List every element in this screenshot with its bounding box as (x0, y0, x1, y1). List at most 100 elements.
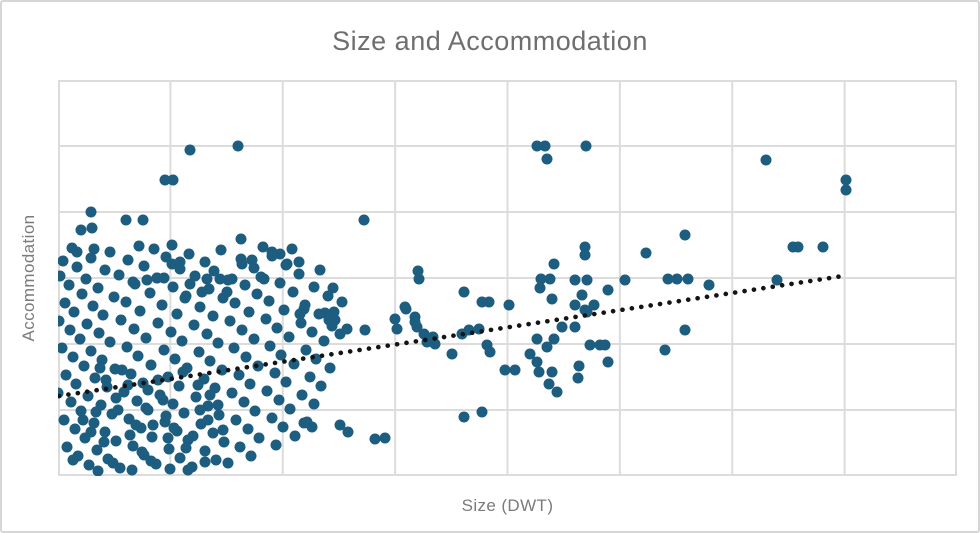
scatter-point (142, 384, 154, 396)
scatter-point (581, 274, 593, 286)
scatter-point (174, 263, 186, 275)
scatter-point (63, 279, 75, 291)
scatter-point (230, 414, 242, 426)
scatter-point (269, 367, 281, 379)
scatter-point (446, 348, 458, 360)
scatter-point (270, 439, 282, 451)
scatter-point (158, 344, 170, 356)
scatter-point (65, 396, 77, 408)
scatter-point (152, 374, 164, 386)
scatter-point (127, 440, 139, 452)
scatter-point (193, 346, 205, 358)
trend-line (58, 273, 846, 399)
scatter-point (104, 336, 116, 348)
scatter-point (60, 369, 72, 381)
scatter-point (194, 404, 206, 416)
scatter-point (104, 246, 116, 258)
scatter-point (140, 332, 152, 344)
scatter-point (533, 366, 545, 378)
scatter-point (204, 389, 216, 401)
scatter-point (151, 272, 163, 284)
scatter-point (336, 296, 348, 308)
scatter-point (77, 414, 89, 426)
scatter-point (199, 445, 211, 457)
scatter-point (760, 154, 772, 166)
scatter-point (358, 214, 370, 226)
scatter-point (300, 344, 312, 356)
scatter-point (138, 260, 150, 272)
scatter-point (80, 273, 92, 285)
scatter-point (236, 324, 248, 336)
scatter-point (531, 140, 543, 152)
scatter-point (619, 274, 631, 286)
scatter-point (120, 296, 132, 308)
scatter-point (70, 378, 82, 390)
scatter-point (61, 441, 73, 453)
scatter-point (217, 424, 229, 436)
scatter-point (85, 252, 97, 264)
scatter-point (100, 374, 112, 386)
scatter-point (483, 296, 495, 308)
scatter-point (240, 351, 252, 363)
scatter-point (232, 140, 244, 152)
scatter-point (556, 321, 568, 333)
scatter-point (359, 324, 371, 336)
scatter-point (233, 369, 245, 381)
scatter-point (327, 282, 339, 294)
scatter-point (222, 274, 234, 286)
scatter-point (413, 273, 425, 285)
scatter-point (146, 431, 158, 443)
scatter-point (411, 321, 423, 333)
scatter-point (110, 392, 122, 404)
scatter-point (148, 243, 160, 255)
scatter-point (94, 362, 106, 374)
scatter-point (248, 333, 260, 345)
scatter-point (212, 337, 224, 349)
scatter-point (144, 287, 156, 299)
scatter-point (531, 333, 543, 345)
scatter-point (90, 406, 102, 418)
scatter-point (97, 309, 109, 321)
scatter-point (208, 265, 220, 277)
scatter-point (293, 256, 305, 268)
scatter-point (92, 282, 104, 294)
scatter-point (92, 465, 104, 476)
scatter-point (133, 240, 145, 252)
scatter-point (308, 281, 320, 293)
scatter-point (289, 430, 301, 442)
scatter-point (584, 339, 596, 351)
scatter-point (145, 455, 157, 467)
scatter-point (174, 452, 186, 464)
scatter-point (218, 436, 230, 448)
scatter-point (228, 342, 240, 354)
scatter-point (159, 174, 171, 186)
scatter-point (113, 269, 125, 281)
scatter-point (91, 444, 103, 456)
scatter-point (541, 341, 553, 353)
scatter-point (85, 206, 97, 218)
scatter-point (324, 362, 336, 374)
scatter-point (255, 271, 267, 283)
scatter-point (69, 423, 81, 435)
scatter-point (199, 456, 211, 468)
scatter-point (81, 318, 93, 330)
scatter-point (226, 387, 238, 399)
scatter-point (771, 274, 783, 286)
scatter-point (234, 441, 246, 453)
scatter-point (59, 297, 71, 309)
scatter-point (543, 378, 555, 390)
scatter-point (573, 360, 585, 372)
scatter-point (659, 344, 671, 356)
chart-title: Size and Accommodation (332, 26, 648, 56)
scatter-point (184, 144, 196, 156)
scatter-point (322, 290, 334, 302)
scatter-point (189, 270, 201, 282)
scatter-point (134, 305, 146, 317)
scatter-point (499, 364, 511, 376)
scatter-point (160, 410, 172, 422)
scatter-point (551, 386, 563, 398)
scatter-point (328, 306, 340, 318)
scatter-point (76, 288, 88, 300)
scatter-point (313, 308, 325, 320)
